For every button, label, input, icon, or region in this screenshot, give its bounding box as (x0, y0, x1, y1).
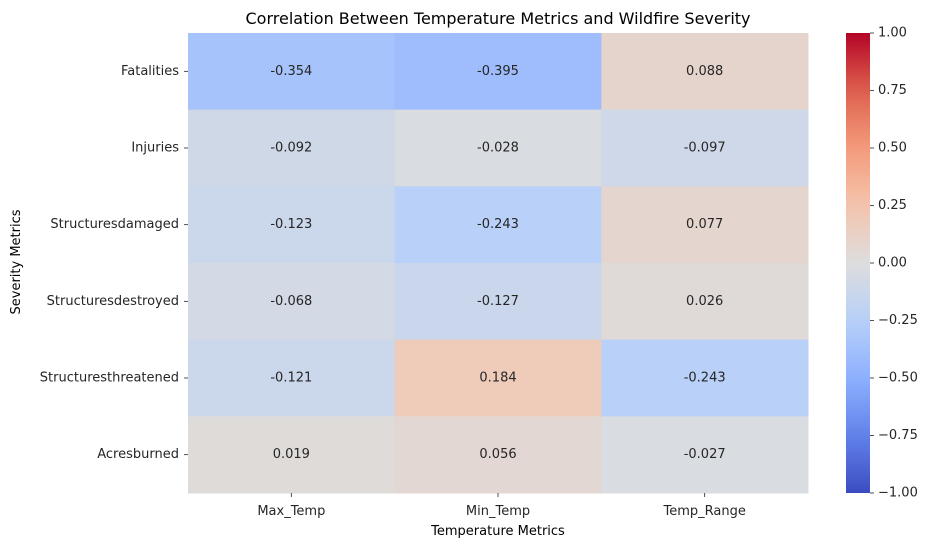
heatmap-cell (188, 109, 396, 187)
x-tick-label: Min_Temp (466, 504, 530, 519)
y-tick-label: Structuresdestroyed (47, 294, 179, 309)
y-tick-label: Structuresdamaged (50, 217, 179, 232)
cell-value-label: 0.056 (479, 447, 516, 462)
heatmap-cell (394, 109, 602, 187)
y-tick-label: Acresburned (97, 447, 179, 462)
colorbar: 1.00 0.75 0.50 0.25 0.00 −0.25 −0.50 −0.75 −1.00 (846, 26, 918, 501)
heatmap-cell (601, 109, 809, 187)
y-tick-label: Structuresthreatened (40, 371, 179, 386)
heatmap-cell (188, 339, 396, 417)
heatmap-cell (188, 263, 396, 341)
y-tick-labels: Fatalities Injuries Structuresdamaged Struc… (40, 64, 188, 462)
chart-title: Correlation Between Temperature Metrics … (245, 9, 750, 28)
cell-value-label: -0.395 (477, 64, 519, 79)
colorbar-tick-label: 1.00 (878, 26, 907, 41)
colorbar-tick-label: 0.25 (878, 198, 907, 213)
colorbar-tick-label: 0.75 (878, 83, 907, 98)
cell-value-label: -0.027 (684, 447, 726, 462)
colorbar-tick-label: −0.25 (878, 313, 918, 328)
cell-value-label: -0.068 (270, 294, 312, 309)
cell-value-label: -0.092 (270, 141, 312, 156)
heatmap-cell (188, 416, 396, 494)
colorbar-gradient (846, 33, 870, 493)
heatmap-cell (601, 186, 809, 264)
heatmap-cells: -0.354 -0.395 0.088 -0.092 -0.028 -0.097 -0.12… (188, 33, 809, 494)
x-axis-label: Temperature Metrics (430, 524, 565, 539)
y-axis-label: Severity Metrics (9, 209, 24, 314)
colorbar-tick-label: 0.50 (878, 141, 907, 156)
cell-value-label: -0.127 (477, 294, 519, 309)
heatmap-cell (601, 33, 809, 111)
heatmap-cell (601, 339, 809, 417)
cell-value-label: -0.123 (270, 217, 312, 232)
colorbar-tick-label: −0.50 (878, 371, 918, 386)
heatmap-cell (394, 186, 602, 264)
cell-value-label: -0.097 (684, 141, 726, 156)
cell-value-label: -0.243 (684, 371, 726, 386)
cell-value-label: -0.243 (477, 217, 519, 232)
cell-value-label: 0.088 (686, 64, 723, 79)
cell-value-label: -0.354 (270, 64, 312, 79)
cell-value-label: 0.077 (686, 217, 723, 232)
colorbar-tick-label: 0.00 (878, 256, 907, 271)
colorbar-ticks: 1.00 0.75 0.50 0.25 0.00 −0.25 −0.50 −0.75 −1.00 (870, 26, 918, 501)
x-tick-label: Temp_Range (662, 504, 745, 519)
heatmap-cell (188, 186, 396, 264)
colorbar-tick-label: −1.00 (878, 486, 918, 501)
y-tick-label: Injuries (131, 141, 179, 156)
x-tick-labels: Max_Temp Min_Temp Temp_Range (257, 493, 746, 519)
cell-value-label: 0.184 (479, 371, 516, 386)
heatmap-cell (188, 33, 396, 111)
x-tick-label: Max_Temp (257, 504, 325, 519)
heatmap-cell (394, 263, 602, 341)
cell-value-label: -0.028 (477, 141, 519, 156)
colorbar-tick-label: −0.75 (878, 428, 918, 443)
heatmap-cell (394, 33, 602, 111)
y-tick-label: Fatalities (121, 64, 179, 79)
heatmap-cell (394, 416, 602, 494)
cell-value-label: 0.026 (686, 294, 723, 309)
heatmap-cell (394, 339, 602, 417)
heatmap-cell (601, 263, 809, 341)
heatmap-cell (601, 416, 809, 494)
cell-value-label: -0.121 (270, 371, 312, 386)
cell-value-label: 0.019 (273, 447, 310, 462)
